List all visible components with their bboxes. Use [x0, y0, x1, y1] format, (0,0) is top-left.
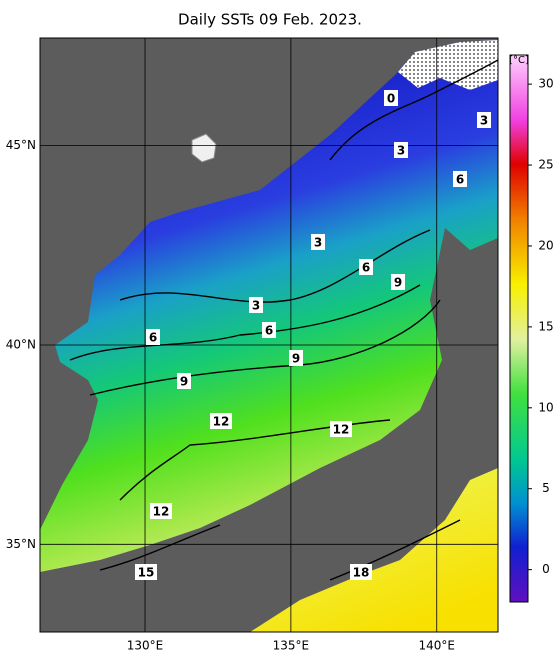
- contour-label: 0: [387, 92, 395, 106]
- colorbar-tick-label: 10: [538, 400, 553, 414]
- contour-label: 3: [480, 114, 488, 128]
- x-tick-label: 135°E: [273, 639, 310, 653]
- contour-label-box: [135, 564, 157, 580]
- pacific: [250, 468, 498, 632]
- colorbar-tick-label: 20: [538, 238, 553, 252]
- colorbar-tick-label: 30: [538, 77, 553, 91]
- contour-label-box: [289, 350, 303, 366]
- contour-label-box: [350, 564, 372, 580]
- y-tick-label: 40°N: [6, 337, 36, 351]
- contour-label-box: [177, 373, 191, 389]
- colorbar-unit: [°C]: [509, 55, 529, 66]
- x-tick-label: 140°E: [418, 639, 455, 653]
- colorbar-tick-label: 5: [542, 481, 550, 495]
- contour-label: 6: [362, 261, 370, 275]
- contour-label-box: [359, 259, 373, 275]
- contour-label-box: [150, 503, 172, 519]
- contour-label-box: [453, 171, 467, 187]
- frame: [39, 37, 499, 633]
- contour-label-box: [384, 90, 398, 106]
- contour-label-box: [330, 421, 352, 437]
- sea-of-japan: [40, 40, 498, 572]
- contour-label: 9: [394, 276, 402, 290]
- y-tick-label: 45°N: [6, 138, 36, 152]
- contour-label: 6: [149, 331, 157, 345]
- y-tick-label: 35°N: [6, 537, 36, 551]
- contour-label-box: [391, 274, 405, 290]
- contour-label-box: [311, 234, 325, 250]
- contour-label: 3: [252, 299, 260, 313]
- contour-label: 9: [180, 375, 188, 389]
- contour-label: 15: [138, 566, 155, 580]
- colorbar: [509, 54, 529, 603]
- colorbar-tick-label: 25: [538, 158, 553, 172]
- contour-label: 6: [456, 173, 464, 187]
- x-tick-label: 130°E: [127, 639, 164, 653]
- contour-label: 3: [314, 236, 322, 250]
- contour-label: 6: [265, 324, 273, 338]
- contour-label-box: [210, 413, 232, 429]
- no-data: [398, 40, 498, 90]
- contour-label: 12: [213, 415, 230, 429]
- contour-label-box: [477, 112, 491, 128]
- title: Daily SSTs 09 Feb. 2023.: [178, 11, 362, 29]
- contour-label: 12: [333, 423, 350, 437]
- contour-label-box: [249, 297, 263, 313]
- colorbar-tick-label: 0: [542, 562, 550, 576]
- contour-label-box: [146, 329, 160, 345]
- contour-label: 18: [353, 566, 370, 580]
- contour-label: 9: [292, 352, 300, 366]
- contour-label-box: [394, 142, 408, 158]
- colorbar-tick-label: 15: [538, 319, 553, 333]
- lake: [191, 133, 217, 163]
- contour-label: 3: [397, 144, 405, 158]
- contour-label: 12: [153, 505, 170, 519]
- contour-label-box: [262, 322, 276, 338]
